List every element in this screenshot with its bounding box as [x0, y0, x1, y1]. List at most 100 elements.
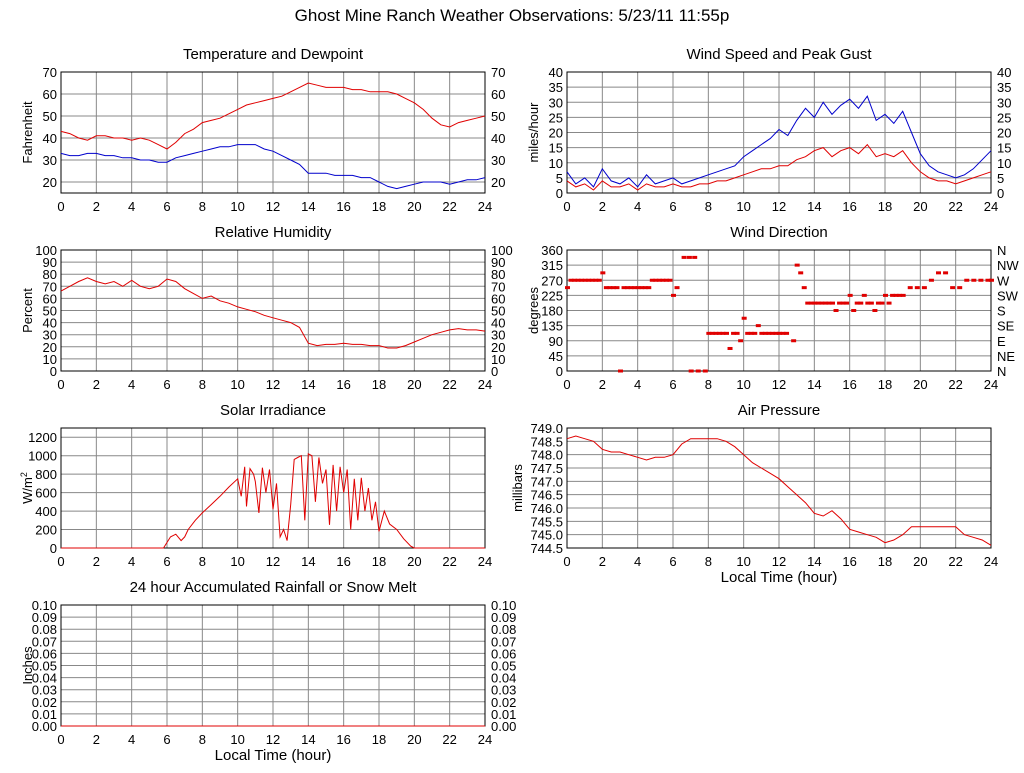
y-tick-label-right: 0.05: [491, 659, 516, 674]
x-tick-label: 22: [948, 554, 962, 569]
x-tick-label: 22: [442, 199, 456, 214]
y-tick-label-right: 0.06: [491, 646, 516, 661]
x-tick-label: 18: [372, 199, 386, 214]
data-point: [568, 278, 574, 282]
data-point: [607, 286, 613, 290]
x-tick-label: 8: [199, 554, 206, 569]
x-tick-label: 2: [599, 554, 606, 569]
y-tick-label: 400: [35, 504, 57, 519]
data-point: [943, 271, 949, 275]
data-point: [769, 331, 775, 335]
y-tick-label: 10: [43, 352, 57, 367]
y-tick-label: 0.09: [32, 610, 57, 625]
data-point: [716, 331, 722, 335]
x-tick-label: 2: [93, 554, 100, 569]
x-tick-label: 18: [878, 377, 892, 392]
y-tick-label-right: 0.04: [491, 671, 516, 686]
data-point: [646, 286, 652, 290]
data-point: [851, 309, 857, 312]
y-tick-label-right: NW: [997, 258, 1019, 273]
y-tick-label: 746.5: [530, 488, 563, 503]
x-tick-label: 0: [563, 199, 570, 214]
y-tick-label-right: 0: [997, 186, 1004, 201]
y-tick-label: 80: [43, 267, 57, 282]
x-tick-label: 4: [634, 199, 641, 214]
x-tick-label: 16: [336, 554, 350, 569]
data-point: [572, 278, 578, 282]
x-tick-label: 6: [163, 554, 170, 569]
data-point: [706, 331, 712, 335]
data-point: [900, 293, 906, 297]
data-point: [861, 293, 867, 297]
data-point: [663, 278, 669, 282]
x-tick-label: 20: [407, 732, 421, 747]
x-tick-label: 16: [336, 377, 350, 392]
y-tick-label-right: 0.08: [491, 622, 516, 637]
data-point: [883, 293, 888, 297]
data-point: [667, 278, 673, 282]
y-tick-label: 20: [549, 126, 563, 141]
y-tick-label: 60: [43, 291, 57, 306]
data-point: [618, 369, 623, 373]
data-point: [777, 331, 782, 335]
chart-rain: 0 2 4 6 8 10 12 14 16 18 20 22 240.00 0.000.01 0.010.0…: [20, 579, 516, 764]
plot-frame: [566, 427, 992, 549]
data-point: [674, 286, 680, 290]
y-tick-label: 10: [549, 156, 563, 171]
y-tick-label-right: 40: [491, 316, 505, 331]
data-point: [830, 301, 835, 305]
y-tick-label-right: 0.07: [491, 634, 516, 649]
x-tick-label: 6: [163, 377, 170, 392]
y-tick-label: 100: [35, 243, 57, 258]
x-tick-label: 6: [669, 199, 676, 214]
data-point: [766, 331, 772, 335]
x-tick-label: 0: [57, 732, 64, 747]
data-point: [621, 286, 627, 290]
data-point: [808, 301, 814, 305]
x-tick-label: 20: [913, 199, 927, 214]
x-tick-label: 8: [199, 377, 206, 392]
y-tick-label-right: 0: [491, 364, 498, 379]
x-tick-label: 4: [634, 554, 641, 569]
data-point: [671, 293, 676, 297]
y-tick-label: 0.06: [32, 646, 57, 661]
y-tick-label-right: 35: [997, 80, 1011, 95]
x-tick-label: 12: [772, 199, 786, 214]
y-tick-label-right: 60: [491, 291, 505, 306]
data-point: [593, 278, 599, 282]
data-point: [957, 286, 963, 290]
x-tick-label: 6: [163, 199, 170, 214]
plot-frame: [60, 427, 486, 549]
data-point: [985, 278, 991, 282]
y-tick-label-right: 70: [491, 65, 505, 80]
x-tick-label: 24: [984, 554, 998, 569]
y-tick-label: 200: [35, 523, 57, 538]
series-line-0: [61, 452, 485, 549]
x-tick-label: 20: [913, 377, 927, 392]
y-tick-label: 0.01: [32, 707, 57, 722]
data-point: [600, 271, 606, 275]
data-point: [702, 369, 708, 373]
y-tick-label-right: 20: [491, 340, 505, 355]
x-tick-label: 0: [57, 554, 64, 569]
x-tick-label: 8: [705, 554, 712, 569]
data-point: [784, 331, 790, 335]
x-tick-label: 18: [878, 554, 892, 569]
x-tick-label: 0: [563, 377, 570, 392]
data-point: [847, 293, 853, 297]
data-point: [886, 301, 892, 305]
x-tick-label: 6: [669, 377, 676, 392]
x-tick-label: 8: [199, 732, 206, 747]
data-point: [639, 286, 645, 290]
x-tick-label: 20: [407, 377, 421, 392]
y-tick-label-right: 15: [997, 141, 1011, 156]
y-axis-label: Fahrenheit: [20, 101, 35, 164]
y-tick-label: 748.5: [530, 434, 563, 449]
x-tick-label: 12: [266, 732, 280, 747]
chart-title: Wind Direction: [730, 224, 828, 241]
y-tick-label-right: 0.10: [491, 598, 516, 613]
x-tick-label: 0: [563, 554, 570, 569]
y-tick-label: 0.04: [32, 671, 57, 686]
data-point: [565, 286, 570, 290]
